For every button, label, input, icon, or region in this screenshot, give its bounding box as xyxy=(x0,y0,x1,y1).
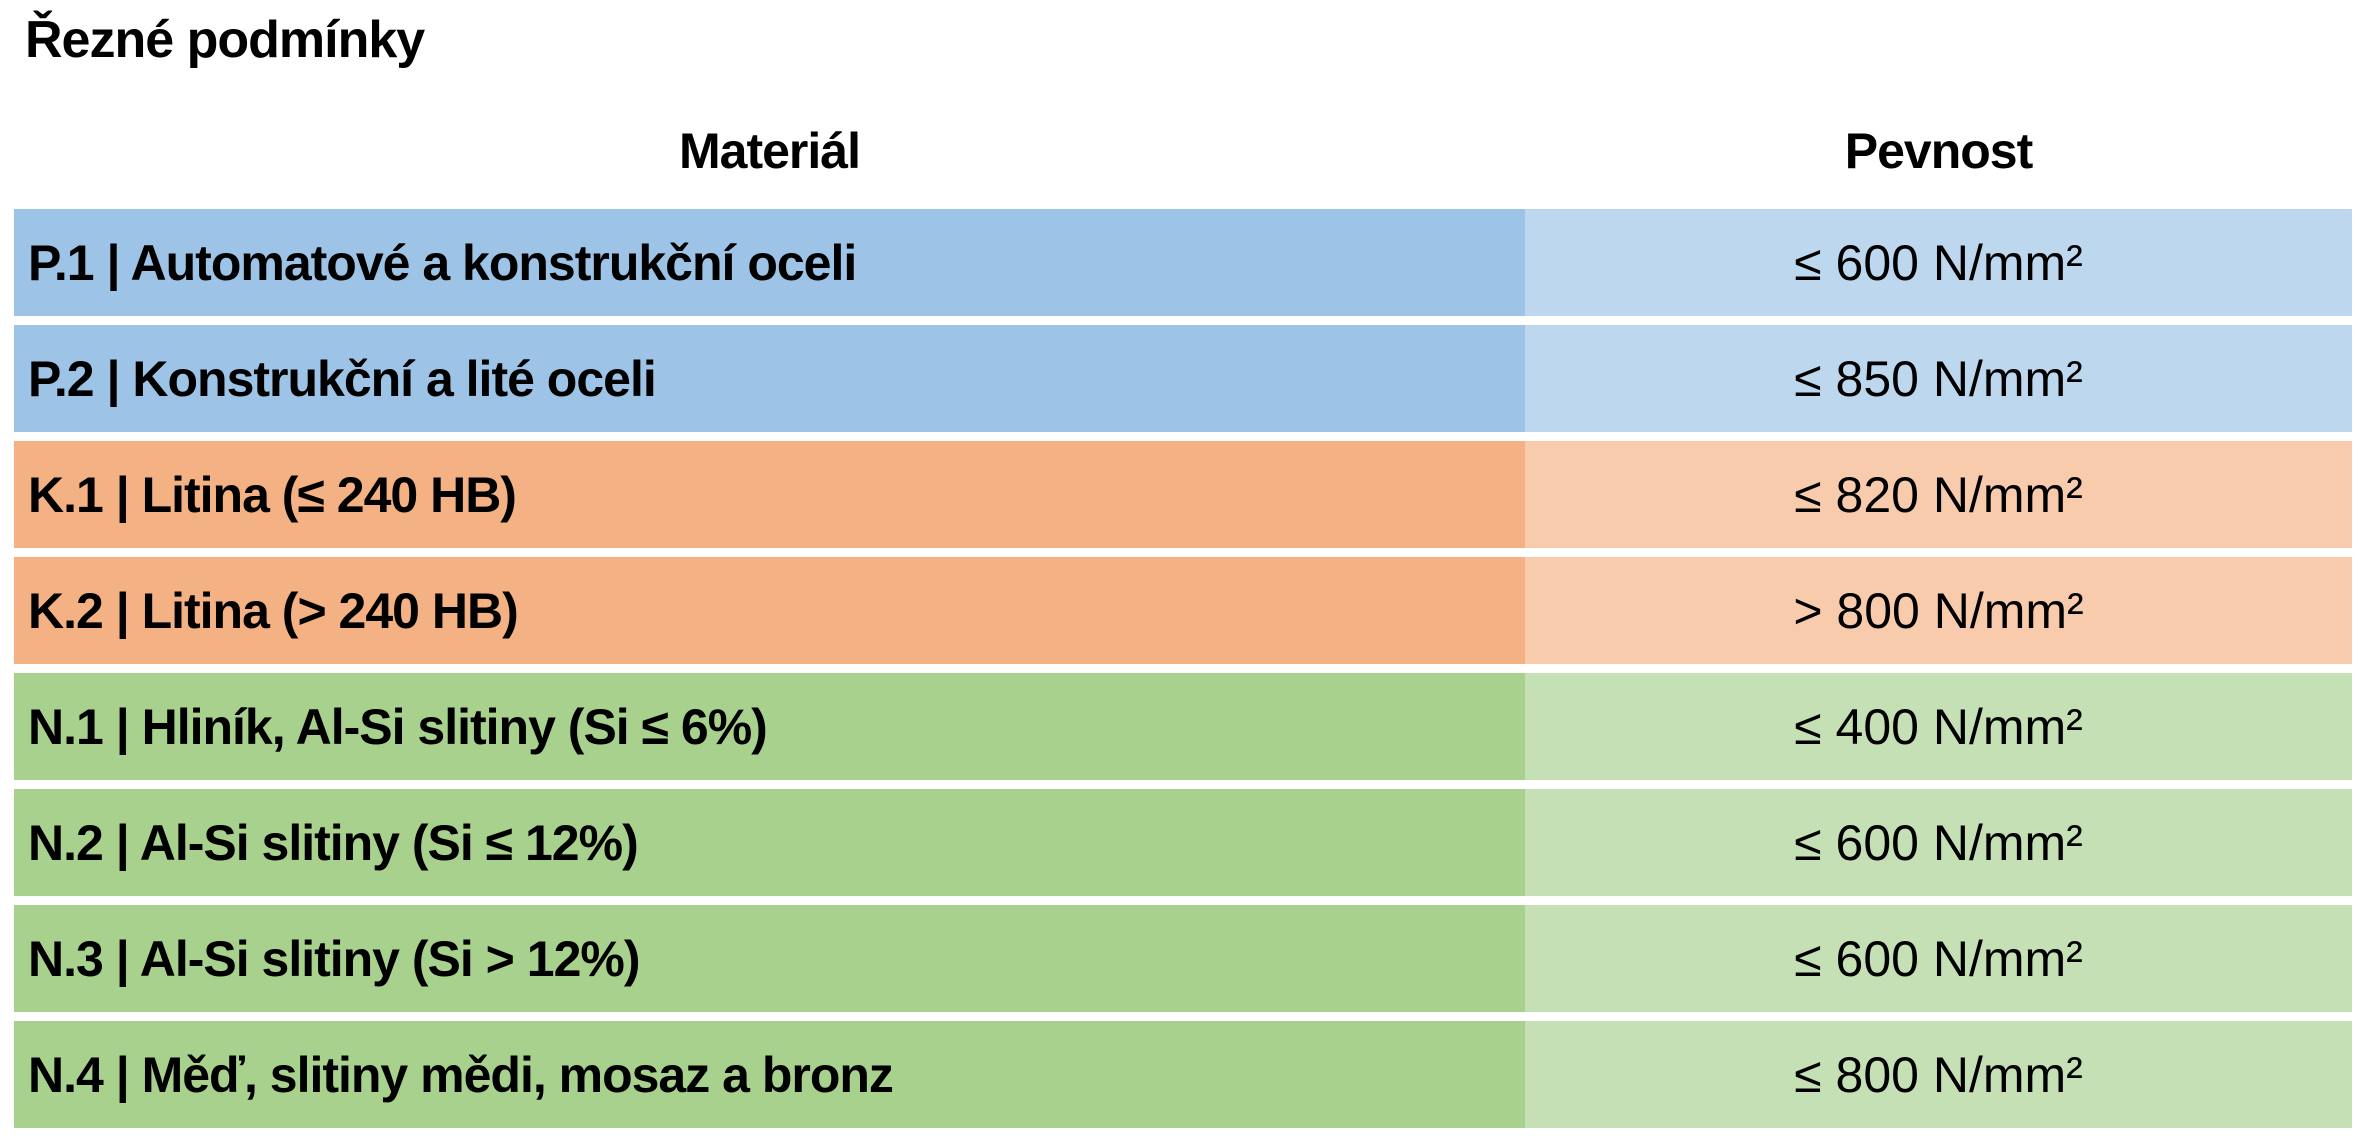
page-title: Řezné podmínky xyxy=(25,11,425,69)
material-cell: K.2 | Litina (> 240 HB) xyxy=(14,557,1525,664)
strength-cell: ≤ 400 N/mm² xyxy=(1525,673,2352,780)
column-header-row: Materiál Pevnost xyxy=(14,122,2352,180)
material-cell: N.4 | Měď, slitiny mědi, mosaz a bronz xyxy=(14,1021,1525,1128)
table-row: N.1 | Hliník, Al-Si slitiny (Si ≤ 6%) ≤ … xyxy=(14,673,2352,780)
strength-cell: ≤ 600 N/mm² xyxy=(1525,905,2352,1012)
material-cell: N.3 | Al-Si slitiny (Si > 12%) xyxy=(14,905,1525,1012)
material-cell: N.2 | Al-Si slitiny (Si ≤ 12%) xyxy=(14,789,1525,896)
material-cell: P.1 | Automatové a konstrukční oceli xyxy=(14,209,1525,316)
strength-cell: ≤ 850 N/mm² xyxy=(1525,325,2352,432)
table-row: P.1 | Automatové a konstrukční oceli ≤ 6… xyxy=(14,209,2352,316)
strength-cell: ≤ 600 N/mm² xyxy=(1525,789,2352,896)
table-row: K.2 | Litina (> 240 HB) > 800 N/mm² xyxy=(14,557,2352,664)
table-body: P.1 | Automatové a konstrukční oceli ≤ 6… xyxy=(14,209,2352,1137)
table-row: N.2 | Al-Si slitiny (Si ≤ 12%) ≤ 600 N/m… xyxy=(14,789,2352,896)
table-row: P.2 | Konstrukční a lité oceli ≤ 850 N/m… xyxy=(14,325,2352,432)
column-header-material: Materiál xyxy=(679,123,861,179)
material-cell: P.2 | Konstrukční a lité oceli xyxy=(14,325,1525,432)
material-cell: N.1 | Hliník, Al-Si slitiny (Si ≤ 6%) xyxy=(14,673,1525,780)
strength-cell: ≤ 600 N/mm² xyxy=(1525,209,2352,316)
strength-cell: ≤ 800 N/mm² xyxy=(1525,1021,2352,1128)
strength-cell: > 800 N/mm² xyxy=(1525,557,2352,664)
strength-cell: ≤ 820 N/mm² xyxy=(1525,441,2352,548)
table-row: N.4 | Měď, slitiny mědi, mosaz a bronz ≤… xyxy=(14,1021,2352,1128)
material-cell: K.1 | Litina (≤ 240 HB) xyxy=(14,441,1525,548)
table-row: K.1 | Litina (≤ 240 HB) ≤ 820 N/mm² xyxy=(14,441,2352,548)
column-header-strength: Pevnost xyxy=(1844,123,2034,179)
table-row: N.3 | Al-Si slitiny (Si > 12%) ≤ 600 N/m… xyxy=(14,905,2352,1012)
